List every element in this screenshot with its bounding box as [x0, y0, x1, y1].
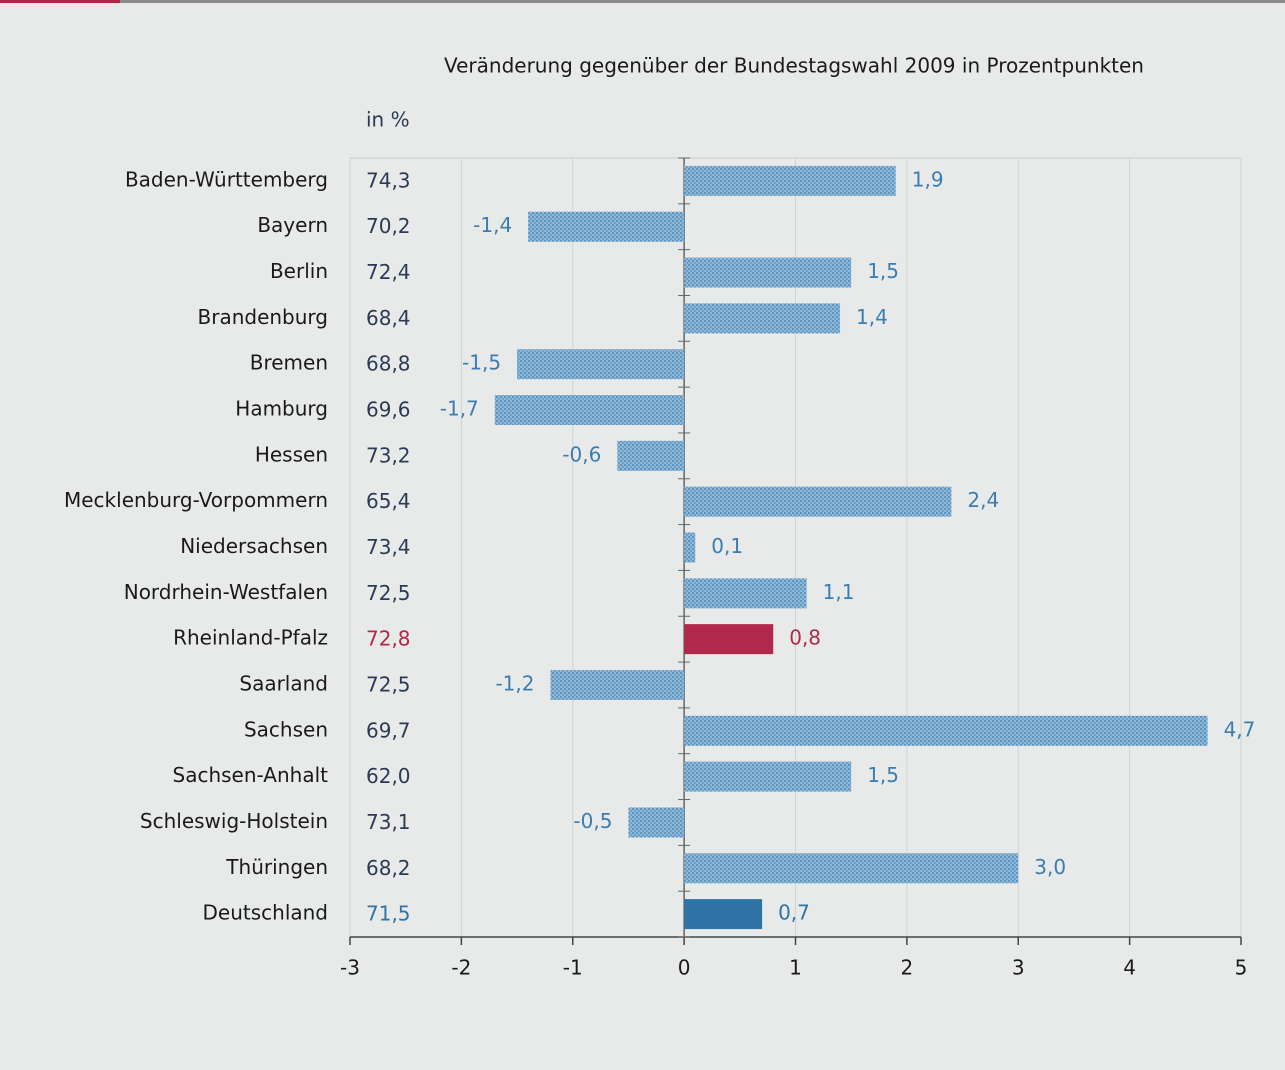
bar [550, 669, 685, 700]
value-label: 1,1 [823, 580, 855, 604]
y-tick-label: Sachsen-Anhalt [173, 763, 329, 787]
turnout-label: 69,6 [366, 398, 411, 422]
y-tick-label: Hamburg [235, 397, 328, 421]
y-tick-label: Bayern [257, 213, 328, 237]
y-tick-label: Saarland [239, 671, 328, 695]
y-tick-label: Sachsen [244, 717, 328, 741]
turnout-label: 72,8 [366, 627, 411, 651]
column-label: in % [366, 108, 410, 132]
value-label: 0,1 [711, 534, 743, 558]
turnout-label: 69,7 [366, 718, 411, 742]
value-label: 3,0 [1034, 855, 1066, 879]
bar [684, 578, 807, 609]
y-tick-label: Hessen [255, 442, 328, 466]
y-tick-label: Thüringen [225, 855, 328, 879]
turnout-label: 70,2 [366, 214, 411, 238]
x-tick-label: 2 [901, 956, 914, 980]
bar [684, 165, 896, 196]
bar [684, 624, 774, 655]
y-tick-label: Brandenburg [198, 305, 329, 329]
turnout-label: 72,5 [366, 672, 411, 696]
value-label: -0,5 [573, 809, 612, 833]
bar [494, 395, 685, 426]
turnout-label: 65,4 [366, 489, 411, 513]
bar [684, 486, 952, 517]
turnout-label: 68,8 [366, 352, 411, 376]
bar [628, 807, 685, 838]
y-tick-label: Mecklenburg-Vorpommern [64, 488, 328, 512]
x-tick-label: -1 [563, 956, 583, 980]
value-label: 1,4 [856, 305, 888, 329]
turnout-label: 71,5 [366, 902, 411, 926]
value-label: -1,2 [495, 671, 534, 695]
x-tick-label: 0 [678, 956, 691, 980]
turnout-label: 62,0 [366, 764, 411, 788]
y-tick-label: Schleswig-Holstein [140, 809, 328, 833]
bar [684, 715, 1208, 746]
turnout-label: 68,4 [366, 306, 411, 330]
value-label: 1,9 [912, 167, 944, 191]
x-tick-label: 3 [1012, 956, 1025, 980]
x-tick-label: -3 [340, 956, 360, 980]
value-label: -1,4 [473, 213, 512, 237]
value-label: 0,8 [789, 626, 821, 650]
value-label: 1,5 [867, 763, 899, 787]
value-label: 4,7 [1224, 717, 1256, 741]
value-label: 1,5 [867, 259, 899, 283]
y-tick-label: Niedersachsen [180, 534, 328, 558]
turnout-label: 73,2 [366, 443, 411, 467]
turnout-label: 72,4 [366, 260, 411, 284]
x-tick-label: 5 [1235, 956, 1248, 980]
bar [684, 303, 841, 334]
y-tick-label: Rheinland-Pfalz [173, 626, 328, 650]
y-tick-label: Deutschland [203, 901, 329, 925]
bar [684, 257, 852, 288]
bar [517, 349, 685, 380]
turnout-label: 73,4 [366, 535, 411, 559]
bar [617, 440, 685, 471]
value-label: -1,5 [462, 351, 501, 375]
chart-title: Veränderung gegenüber der Bundestagswahl… [444, 54, 1144, 78]
x-tick-label: 1 [789, 956, 802, 980]
bar [528, 211, 685, 242]
y-tick-label: Bremen [250, 351, 328, 375]
value-label: 0,7 [778, 901, 810, 925]
y-tick-label: Baden-Württemberg [125, 167, 328, 191]
bar [684, 532, 696, 563]
value-label: 2,4 [967, 488, 999, 512]
turnout-label: 68,2 [366, 856, 411, 880]
x-tick-label: -2 [451, 956, 471, 980]
value-label: -1,7 [440, 397, 479, 421]
value-label: -0,6 [562, 442, 601, 466]
turnout-label: 73,1 [366, 810, 411, 834]
turnout-label: 72,5 [366, 581, 411, 605]
bar [684, 899, 763, 930]
y-tick-label: Berlin [270, 259, 328, 283]
turnout-label: 74,3 [366, 168, 411, 192]
bar [684, 853, 1019, 884]
bar [684, 761, 852, 792]
x-tick-label: 4 [1123, 956, 1136, 980]
y-tick-label: Nordrhein-Westfalen [124, 580, 328, 604]
